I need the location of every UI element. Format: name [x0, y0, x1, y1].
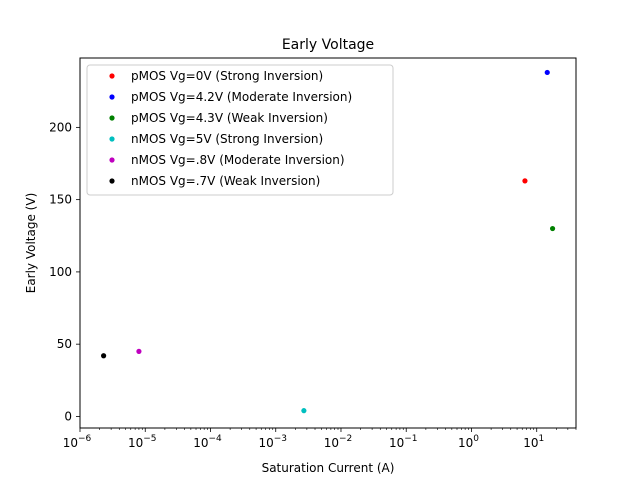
- legend-entry: pMOS Vg=4.2V (Moderate Inversion): [131, 90, 352, 104]
- legend-entry: pMOS Vg=4.3V (Weak Inversion): [131, 111, 328, 125]
- legend-box: [86, 64, 394, 196]
- legend-marker: [109, 178, 115, 184]
- data-point: [549, 225, 556, 232]
- x-axis-label: Saturation Current (A): [262, 461, 395, 475]
- data-point: [301, 408, 307, 414]
- data-point: [544, 69, 550, 76]
- plot-frame: [79, 57, 577, 429]
- y-tick-label: 100: [49, 265, 72, 279]
- legend-marker: [109, 73, 115, 79]
- data-point: [522, 178, 528, 184]
- data-points: [101, 69, 556, 414]
- legend-entry: pMOS Vg=0V (Strong Inversion): [131, 69, 323, 83]
- legend-marker: [109, 157, 115, 163]
- y-tick-label: 50: [57, 337, 72, 351]
- legend-marker: [109, 136, 115, 142]
- legend-marker: [109, 94, 115, 100]
- y-tick-label: 0: [64, 409, 72, 423]
- legend-entry: nMOS Vg=.7V (Weak Inversion): [131, 174, 320, 188]
- y-axis: 0 50 100 150 200: [49, 120, 80, 423]
- legend: pMOS Vg=0V (Strong Inversion) pMOS Vg=4.2…: [86, 64, 394, 196]
- legend-marker: [109, 115, 115, 121]
- y-axis-label: Early Voltage (V): [24, 193, 38, 294]
- y-tick-label: 200: [49, 120, 72, 134]
- x-axis: 10−6 10−5 10−4 10−3 10−2 10−1 100 101: [63, 428, 577, 450]
- y-tick-label: 150: [49, 193, 72, 207]
- data-point: [101, 353, 107, 359]
- legend-entry: nMOS Vg=.8V (Moderate Inversion): [131, 153, 345, 167]
- legend-entry: nMOS Vg=5V (Strong Inversion): [131, 132, 323, 146]
- chart-title: Early Voltage: [282, 37, 374, 53]
- data-point: [136, 348, 142, 354]
